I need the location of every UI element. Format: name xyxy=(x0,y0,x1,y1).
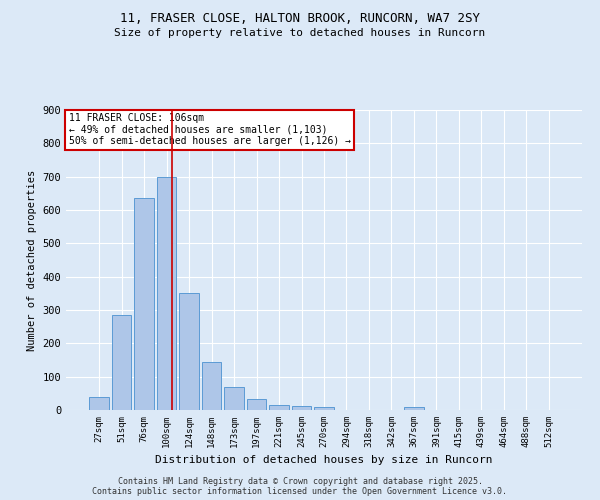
Bar xyxy=(179,294,199,410)
Bar xyxy=(134,198,154,410)
Bar xyxy=(112,315,131,410)
Bar xyxy=(202,362,221,410)
Bar xyxy=(314,406,334,410)
Text: Contains public sector information licensed under the Open Government Licence v3: Contains public sector information licen… xyxy=(92,487,508,496)
Bar xyxy=(247,400,266,410)
Text: Contains HM Land Registry data © Crown copyright and database right 2025.: Contains HM Land Registry data © Crown c… xyxy=(118,477,482,486)
Bar xyxy=(269,405,289,410)
Y-axis label: Number of detached properties: Number of detached properties xyxy=(27,170,37,350)
Bar xyxy=(89,396,109,410)
Bar xyxy=(157,176,176,410)
Bar xyxy=(292,406,311,410)
Bar xyxy=(224,388,244,410)
Text: 11, FRASER CLOSE, HALTON BROOK, RUNCORN, WA7 2SY: 11, FRASER CLOSE, HALTON BROOK, RUNCORN,… xyxy=(120,12,480,26)
Text: 11 FRASER CLOSE: 106sqm
← 49% of detached houses are smaller (1,103)
50% of semi: 11 FRASER CLOSE: 106sqm ← 49% of detache… xyxy=(68,113,350,146)
Text: Size of property relative to detached houses in Runcorn: Size of property relative to detached ho… xyxy=(115,28,485,38)
Bar xyxy=(404,408,424,410)
X-axis label: Distribution of detached houses by size in Runcorn: Distribution of detached houses by size … xyxy=(155,456,493,466)
